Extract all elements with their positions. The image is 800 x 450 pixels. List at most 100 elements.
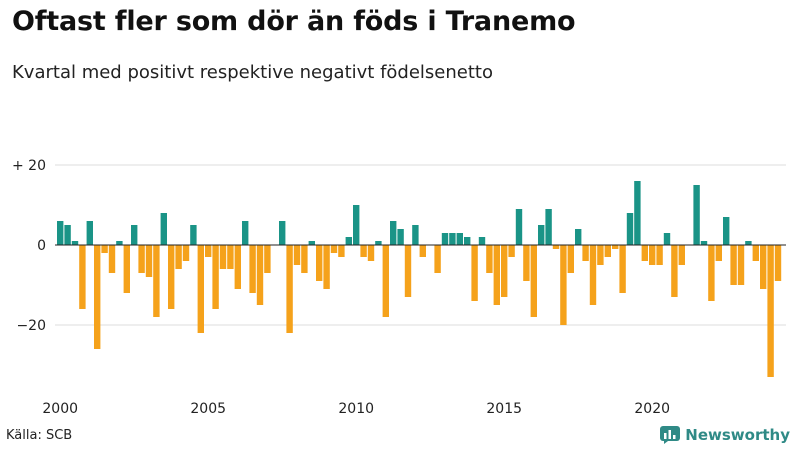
newsworthy-logo[interactable]: Newsworthy bbox=[660, 426, 790, 444]
bar bbox=[508, 245, 515, 257]
bar bbox=[101, 245, 108, 253]
bar bbox=[227, 245, 234, 269]
bar-chart-logo-icon bbox=[660, 426, 681, 444]
bar bbox=[523, 245, 530, 281]
bar bbox=[108, 245, 116, 273]
bar bbox=[552, 245, 560, 249]
bar bbox=[730, 245, 737, 285]
bar bbox=[582, 245, 589, 261]
x-tick-label: 2005 bbox=[190, 401, 226, 417]
bar bbox=[397, 229, 404, 245]
bar bbox=[441, 233, 449, 245]
chart-subtitle: Kvartal med positivt respektive negativt… bbox=[12, 62, 493, 83]
bar bbox=[456, 233, 463, 245]
bar bbox=[205, 245, 212, 257]
bar bbox=[242, 221, 249, 245]
bar bbox=[649, 245, 656, 265]
bar bbox=[612, 245, 619, 249]
bar bbox=[700, 241, 708, 245]
x-tick-label: 2000 bbox=[42, 401, 78, 417]
bar bbox=[501, 245, 508, 297]
bar bbox=[153, 245, 160, 317]
bar bbox=[197, 245, 204, 333]
bar bbox=[634, 181, 641, 245]
x-tick-label: 2020 bbox=[634, 401, 670, 417]
bar bbox=[745, 241, 752, 245]
bar bbox=[560, 245, 567, 325]
bar bbox=[286, 245, 293, 333]
bar bbox=[160, 213, 167, 245]
bar bbox=[175, 245, 182, 269]
bar bbox=[345, 237, 352, 245]
bar bbox=[138, 245, 145, 273]
bar bbox=[486, 245, 493, 273]
bar bbox=[264, 245, 271, 273]
bar bbox=[767, 245, 774, 377]
bar bbox=[597, 245, 604, 265]
bar bbox=[589, 245, 597, 305]
bar bbox=[471, 245, 478, 301]
brand-name: Newsworthy bbox=[685, 426, 790, 444]
bar bbox=[693, 185, 700, 245]
bar bbox=[671, 245, 678, 297]
bar bbox=[663, 233, 671, 245]
bar bbox=[604, 245, 611, 257]
bar bbox=[57, 221, 64, 245]
bar bbox=[64, 225, 71, 245]
bar bbox=[123, 245, 130, 293]
bar bbox=[301, 245, 308, 273]
bar bbox=[338, 245, 345, 257]
x-tick-label: 2010 bbox=[338, 401, 374, 417]
bar bbox=[390, 221, 397, 245]
bar bbox=[656, 245, 663, 265]
bar bbox=[330, 245, 338, 253]
bar bbox=[316, 245, 323, 281]
bar bbox=[404, 245, 412, 297]
y-tick-label: 0 bbox=[37, 238, 46, 254]
bar bbox=[71, 241, 79, 245]
bar bbox=[308, 241, 315, 245]
bar bbox=[382, 245, 389, 317]
bar bbox=[412, 225, 419, 245]
bar bbox=[641, 245, 648, 261]
bar bbox=[234, 245, 241, 289]
bar bbox=[515, 209, 523, 245]
bar bbox=[219, 245, 227, 269]
bar bbox=[360, 245, 367, 257]
bar bbox=[293, 245, 301, 265]
bar bbox=[708, 245, 715, 301]
bar bbox=[434, 245, 441, 273]
bar bbox=[323, 245, 330, 289]
chart-title: Oftast fler som dör än föds i Tranemo bbox=[12, 6, 576, 37]
bar bbox=[79, 245, 86, 309]
bar bbox=[375, 241, 382, 245]
bar bbox=[752, 245, 759, 261]
bar bbox=[86, 221, 93, 245]
bar bbox=[419, 245, 426, 257]
bar bbox=[182, 245, 190, 261]
bar bbox=[493, 245, 500, 305]
bar bbox=[256, 245, 264, 305]
bar bbox=[619, 245, 626, 293]
bar bbox=[737, 245, 745, 285]
bar bbox=[575, 229, 582, 245]
bar bbox=[131, 225, 138, 245]
bar bbox=[168, 245, 175, 309]
bar bbox=[626, 213, 634, 245]
bar bbox=[212, 245, 219, 309]
bar bbox=[774, 245, 782, 281]
bar bbox=[353, 205, 360, 245]
y-tick-label: −20 bbox=[16, 318, 46, 334]
bar bbox=[190, 225, 197, 245]
bar bbox=[530, 245, 537, 317]
bar bbox=[545, 209, 552, 245]
bar bbox=[538, 225, 545, 245]
x-tick-label: 2015 bbox=[486, 401, 522, 417]
bar bbox=[567, 245, 574, 273]
bar bbox=[367, 245, 375, 261]
y-tick-label: + 20 bbox=[12, 158, 46, 174]
bar bbox=[760, 245, 767, 289]
bar bbox=[249, 245, 256, 293]
bar bbox=[478, 237, 486, 245]
